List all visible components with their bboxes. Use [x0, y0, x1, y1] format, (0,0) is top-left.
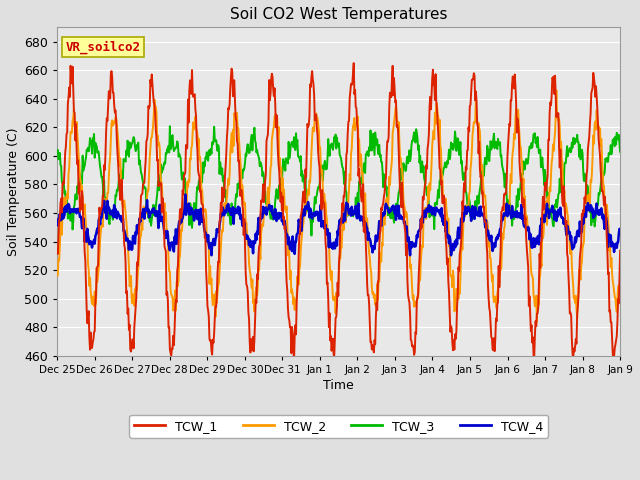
TCW_2: [433, 102, 440, 108]
TCW_3: [295, 155, 303, 160]
Y-axis label: Soil Temperature (C): Soil Temperature (C): [7, 127, 20, 256]
TCW_1: [616, 248, 624, 254]
TCW_2: [294, 280, 302, 286]
Line: TCW_3: TCW_3: [57, 126, 620, 236]
TCW_4: [182, 192, 189, 197]
Line: TCW_2: TCW_2: [57, 90, 620, 322]
X-axis label: Time: Time: [323, 379, 354, 392]
TCW_3: [166, 123, 173, 129]
TCW_3: [616, 149, 624, 155]
TCW_3: [369, 142, 376, 148]
TCW_2: [335, 283, 342, 289]
TCW_4: [368, 243, 376, 249]
TCW_4: [447, 252, 455, 258]
TCW_1: [369, 342, 376, 348]
TCW_1: [295, 250, 303, 256]
TCW_4: [371, 246, 378, 252]
TCW_3: [197, 180, 205, 186]
TCW_3: [371, 130, 379, 135]
TCW_4: [53, 220, 61, 226]
TCW_2: [552, 87, 560, 93]
TCW_4: [616, 226, 624, 232]
TCW_4: [433, 208, 441, 214]
TCW_1: [290, 360, 298, 365]
TCW_4: [197, 206, 205, 212]
TCW_3: [308, 233, 316, 239]
TCW_3: [53, 149, 61, 155]
TCW_4: [335, 223, 343, 228]
Line: TCW_1: TCW_1: [57, 63, 620, 362]
TCW_1: [53, 247, 61, 253]
TCW_1: [335, 260, 343, 266]
TCW_2: [367, 269, 375, 275]
TCW_1: [371, 341, 379, 347]
Title: Soil CO2 West Temperatures: Soil CO2 West Temperatures: [230, 7, 447, 22]
TCW_2: [196, 154, 204, 159]
Line: TCW_4: TCW_4: [57, 194, 620, 255]
TCW_2: [370, 295, 378, 301]
TCW_1: [350, 60, 358, 66]
TCW_3: [336, 152, 344, 157]
TCW_2: [53, 273, 61, 279]
TCW_2: [533, 319, 541, 324]
Text: VR_soilco2: VR_soilco2: [65, 40, 141, 54]
TCW_1: [434, 120, 442, 126]
Legend: TCW_1, TCW_2, TCW_3, TCW_4: TCW_1, TCW_2, TCW_3, TCW_4: [129, 415, 548, 438]
TCW_1: [196, 189, 204, 194]
TCW_4: [295, 217, 303, 223]
TCW_3: [434, 193, 442, 199]
TCW_2: [616, 273, 624, 278]
